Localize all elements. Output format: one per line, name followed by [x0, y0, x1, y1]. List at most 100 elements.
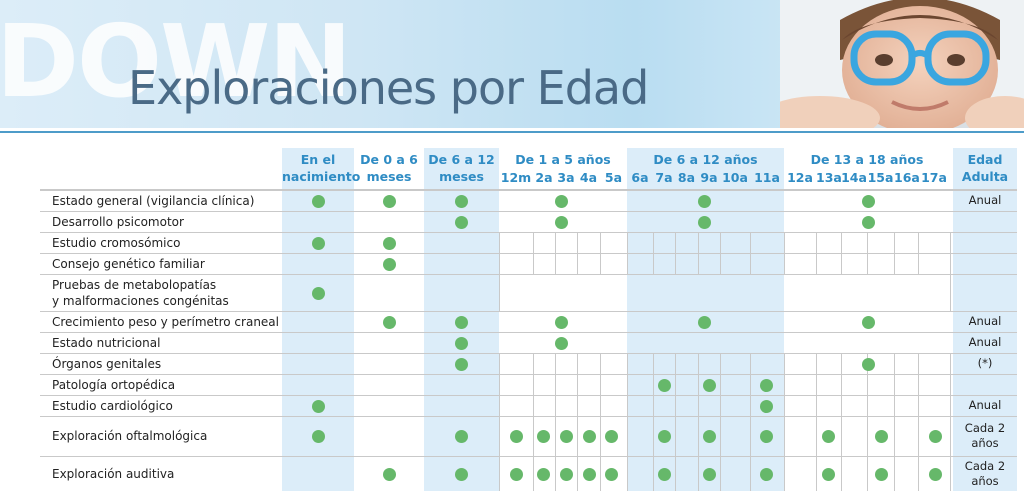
year-gridline	[675, 416, 676, 456]
year-gridline	[653, 416, 654, 456]
subheader-12a: 12a	[787, 170, 813, 185]
year-gridline	[918, 456, 919, 491]
year-gridline	[816, 253, 817, 274]
year-gridline	[918, 395, 919, 416]
subheader-5a: 5a	[604, 170, 623, 185]
year-gridline	[841, 353, 842, 374]
exam-dot	[862, 215, 875, 229]
row-label: Exploración auditiva	[52, 466, 175, 481]
exam-dot	[455, 194, 468, 208]
year-gridline	[653, 395, 654, 416]
year-gridline	[841, 456, 842, 491]
header-13-18-anos: De 13 a 18 años	[810, 152, 924, 167]
exam-dot	[383, 194, 396, 208]
year-gridline	[816, 374, 817, 395]
year-gridline	[750, 395, 751, 416]
year-gridline	[675, 353, 676, 374]
year-gridline	[841, 374, 842, 395]
exam-dot	[929, 467, 942, 481]
year-gridline	[867, 253, 868, 274]
year-gridline	[555, 253, 556, 274]
year-gridline	[698, 456, 699, 491]
year-gridline	[784, 456, 785, 491]
exam-dot	[929, 430, 942, 443]
year-gridline	[867, 395, 868, 416]
year-gridline	[577, 232, 578, 253]
exam-dot	[698, 194, 711, 208]
year-gridline	[577, 416, 578, 456]
year-gridline	[627, 395, 628, 416]
exam-dot	[455, 357, 468, 371]
year-gridline	[653, 232, 654, 253]
row-label: Estado general (vigilancia clínica)	[52, 193, 255, 208]
year-gridline	[841, 416, 842, 456]
year-gridline	[784, 395, 785, 416]
row-label: Consejo genético familiar	[52, 256, 205, 271]
year-gridline	[784, 374, 785, 395]
year-gridline	[720, 416, 721, 456]
year-gridline	[720, 456, 721, 491]
adult-frequency: Anual	[968, 335, 1002, 349]
year-gridline	[499, 253, 500, 274]
row-label: Órganos genitales	[52, 356, 162, 371]
exam-dot	[583, 467, 596, 481]
exam-dot	[383, 467, 396, 481]
exam-dot	[658, 430, 671, 443]
year-gridline	[555, 416, 556, 456]
year-gridline	[653, 456, 654, 491]
year-gridline	[894, 395, 895, 416]
year-gridline	[950, 274, 951, 311]
row-label: Pruebas de metabolopatías y malformacion…	[52, 277, 229, 308]
exam-dot	[862, 357, 875, 371]
year-gridline	[577, 374, 578, 395]
year-gridline	[841, 253, 842, 274]
exam-dot	[555, 194, 568, 208]
year-gridline	[600, 253, 601, 274]
row-label: Estudio cromosómico	[52, 235, 181, 250]
year-gridline	[784, 232, 785, 253]
year-gridline	[499, 456, 500, 491]
year-gridline	[698, 353, 699, 374]
exam-dot	[822, 467, 835, 481]
year-gridline	[950, 395, 951, 416]
year-gridline	[555, 456, 556, 491]
year-gridline	[555, 232, 556, 253]
year-gridline	[750, 253, 751, 274]
exam-dot	[760, 378, 773, 392]
year-gridline	[533, 395, 534, 416]
watermark-text: DOWN	[0, 3, 352, 120]
year-gridline	[918, 232, 919, 253]
subheader-16a: 16a	[894, 170, 920, 185]
year-gridline	[720, 395, 721, 416]
year-gridline	[816, 353, 817, 374]
year-gridline	[675, 253, 676, 274]
row-divider	[40, 274, 1017, 275]
header-rule-2	[40, 190, 1017, 191]
row-label: Crecimiento peso y perímetro craneal	[52, 314, 279, 329]
exam-dot	[862, 194, 875, 208]
row-divider	[40, 253, 1017, 254]
header-rule	[40, 189, 1017, 190]
year-gridline	[555, 395, 556, 416]
year-gridline	[950, 416, 951, 456]
year-gridline	[841, 395, 842, 416]
year-gridline	[499, 353, 500, 374]
year-gridline	[627, 253, 628, 274]
year-gridline	[499, 232, 500, 253]
year-gridline	[720, 232, 721, 253]
exam-dot	[537, 467, 550, 481]
year-gridline	[784, 353, 785, 374]
subheader-15a: 15a	[867, 170, 894, 185]
year-gridline	[750, 353, 751, 374]
year-gridline	[750, 232, 751, 253]
exam-dot	[698, 215, 711, 229]
year-gridline	[627, 456, 628, 491]
year-gridline	[600, 232, 601, 253]
header-0-6-meses: De 0 a 6 meses	[360, 152, 418, 184]
year-gridline	[675, 374, 676, 395]
year-gridline	[750, 416, 751, 456]
year-gridline	[499, 416, 500, 456]
exam-dot	[583, 430, 596, 443]
year-gridline	[577, 253, 578, 274]
year-gridline	[627, 416, 628, 456]
